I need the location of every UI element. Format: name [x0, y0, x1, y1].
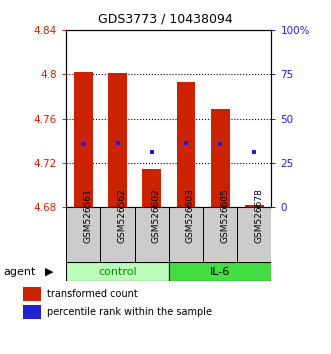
Text: ▶: ▶	[45, 267, 53, 277]
Text: GSM526603: GSM526603	[186, 188, 195, 243]
Bar	[23, 287, 41, 301]
Text: GSM526605: GSM526605	[220, 188, 229, 243]
Text: GSM526602: GSM526602	[152, 188, 161, 243]
Bar	[169, 207, 203, 262]
Bar	[23, 305, 41, 319]
Bar	[74, 72, 93, 207]
Text: percentile rank within the sample: percentile rank within the sample	[47, 307, 212, 317]
Text: GDS3773 / 10438094: GDS3773 / 10438094	[98, 12, 233, 25]
Bar	[100, 207, 135, 262]
Bar	[66, 207, 100, 262]
Text: transformed count: transformed count	[47, 289, 138, 299]
Bar	[66, 262, 169, 281]
Text: IL-6: IL-6	[210, 267, 230, 277]
Bar	[142, 170, 161, 207]
Bar	[237, 207, 271, 262]
Text: GSM526561: GSM526561	[83, 188, 92, 243]
Bar	[176, 82, 195, 207]
Text: agent: agent	[3, 267, 36, 277]
Bar	[108, 73, 127, 207]
Text: GSM526562: GSM526562	[118, 188, 126, 243]
Bar	[169, 262, 271, 281]
Bar	[245, 205, 264, 207]
Text: control: control	[98, 267, 137, 277]
Bar	[203, 207, 237, 262]
Bar	[135, 207, 169, 262]
Text: GSM526678: GSM526678	[254, 188, 263, 243]
Bar	[211, 109, 229, 207]
